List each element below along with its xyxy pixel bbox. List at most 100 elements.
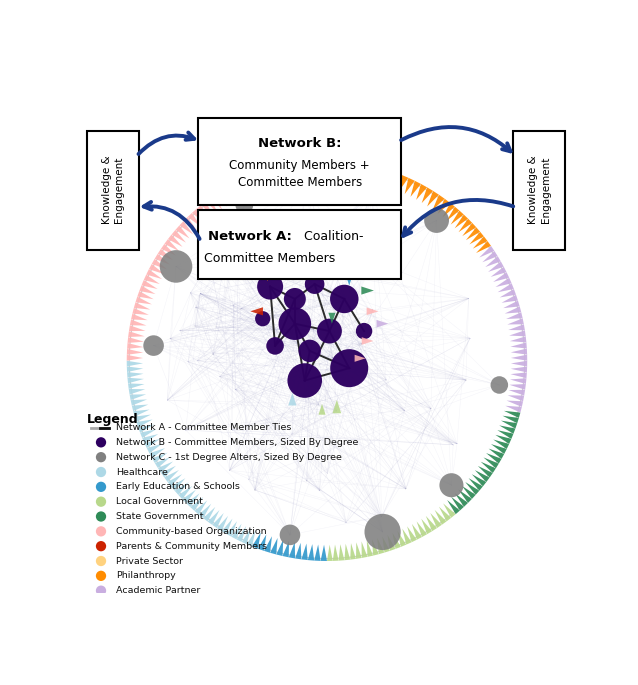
Polygon shape — [212, 513, 224, 528]
Polygon shape — [135, 414, 151, 422]
Polygon shape — [347, 162, 354, 178]
FancyBboxPatch shape — [198, 210, 401, 279]
Point — [494, 379, 505, 390]
Polygon shape — [226, 521, 237, 537]
Polygon shape — [459, 219, 472, 232]
Polygon shape — [283, 540, 289, 558]
Polygon shape — [493, 272, 509, 282]
Polygon shape — [327, 545, 333, 561]
Polygon shape — [392, 533, 401, 549]
Polygon shape — [139, 286, 156, 294]
Polygon shape — [442, 203, 455, 218]
Text: Academic Partner: Academic Partner — [116, 586, 200, 595]
Polygon shape — [421, 519, 432, 534]
Polygon shape — [317, 160, 325, 177]
Polygon shape — [501, 295, 518, 303]
Polygon shape — [197, 205, 209, 220]
Polygon shape — [501, 421, 517, 429]
Polygon shape — [355, 355, 366, 362]
Text: Private Sector: Private Sector — [116, 556, 183, 566]
Point — [300, 375, 310, 386]
Polygon shape — [152, 453, 168, 463]
Polygon shape — [127, 349, 143, 355]
Polygon shape — [217, 516, 228, 531]
Polygon shape — [161, 244, 176, 256]
Text: Network B - Committee Members, Sized By Degree: Network B - Committee Members, Sized By … — [116, 438, 358, 447]
Polygon shape — [478, 466, 493, 477]
Polygon shape — [447, 207, 459, 221]
Polygon shape — [288, 393, 297, 406]
Polygon shape — [127, 355, 143, 361]
Polygon shape — [498, 430, 514, 439]
Polygon shape — [375, 166, 382, 183]
Polygon shape — [140, 429, 156, 438]
Text: Healthcare: Healthcare — [116, 467, 168, 477]
Point — [96, 571, 106, 582]
Polygon shape — [183, 217, 197, 231]
Polygon shape — [416, 184, 427, 200]
Polygon shape — [504, 411, 521, 418]
Polygon shape — [175, 482, 189, 495]
Polygon shape — [252, 173, 260, 189]
Polygon shape — [426, 516, 437, 531]
Polygon shape — [130, 395, 146, 400]
Polygon shape — [499, 425, 516, 434]
Point — [447, 479, 457, 490]
Polygon shape — [128, 337, 144, 343]
Polygon shape — [129, 325, 145, 331]
Point — [258, 313, 268, 324]
Polygon shape — [142, 434, 158, 443]
Polygon shape — [486, 256, 501, 267]
FancyBboxPatch shape — [198, 119, 401, 205]
Point — [96, 556, 106, 566]
Polygon shape — [205, 198, 218, 213]
Polygon shape — [507, 401, 523, 407]
Polygon shape — [128, 384, 145, 389]
Polygon shape — [484, 458, 499, 469]
Polygon shape — [510, 349, 527, 355]
Polygon shape — [362, 337, 373, 345]
Polygon shape — [489, 449, 504, 459]
Polygon shape — [507, 319, 524, 325]
Polygon shape — [362, 164, 369, 180]
Polygon shape — [132, 405, 148, 411]
Polygon shape — [381, 169, 389, 185]
Polygon shape — [397, 531, 406, 547]
Polygon shape — [258, 534, 266, 551]
Polygon shape — [241, 177, 251, 193]
Polygon shape — [247, 530, 256, 547]
Polygon shape — [138, 425, 154, 433]
Text: Early Education & Schools: Early Education & Schools — [116, 482, 240, 491]
Polygon shape — [274, 166, 281, 183]
Polygon shape — [149, 448, 165, 458]
Polygon shape — [309, 161, 317, 177]
Polygon shape — [511, 366, 527, 373]
Polygon shape — [270, 538, 278, 554]
Polygon shape — [493, 440, 509, 449]
Polygon shape — [144, 275, 160, 284]
Polygon shape — [192, 209, 205, 223]
Polygon shape — [377, 538, 385, 554]
Polygon shape — [510, 378, 526, 384]
Polygon shape — [479, 246, 494, 258]
Polygon shape — [269, 168, 276, 184]
Polygon shape — [508, 390, 525, 395]
Polygon shape — [318, 403, 325, 414]
Polygon shape — [127, 372, 144, 377]
Polygon shape — [195, 500, 207, 514]
FancyArrowPatch shape — [403, 200, 513, 236]
Polygon shape — [264, 269, 271, 281]
Point — [96, 437, 106, 448]
Polygon shape — [168, 474, 182, 486]
Polygon shape — [203, 507, 215, 521]
Text: Philanthropy: Philanthropy — [116, 571, 175, 580]
Polygon shape — [242, 528, 251, 545]
Point — [344, 362, 354, 373]
Point — [285, 530, 295, 540]
Polygon shape — [190, 497, 204, 511]
Polygon shape — [132, 308, 149, 315]
Polygon shape — [443, 503, 456, 518]
FancyArrowPatch shape — [138, 132, 194, 154]
Polygon shape — [332, 160, 339, 177]
Polygon shape — [458, 490, 472, 503]
